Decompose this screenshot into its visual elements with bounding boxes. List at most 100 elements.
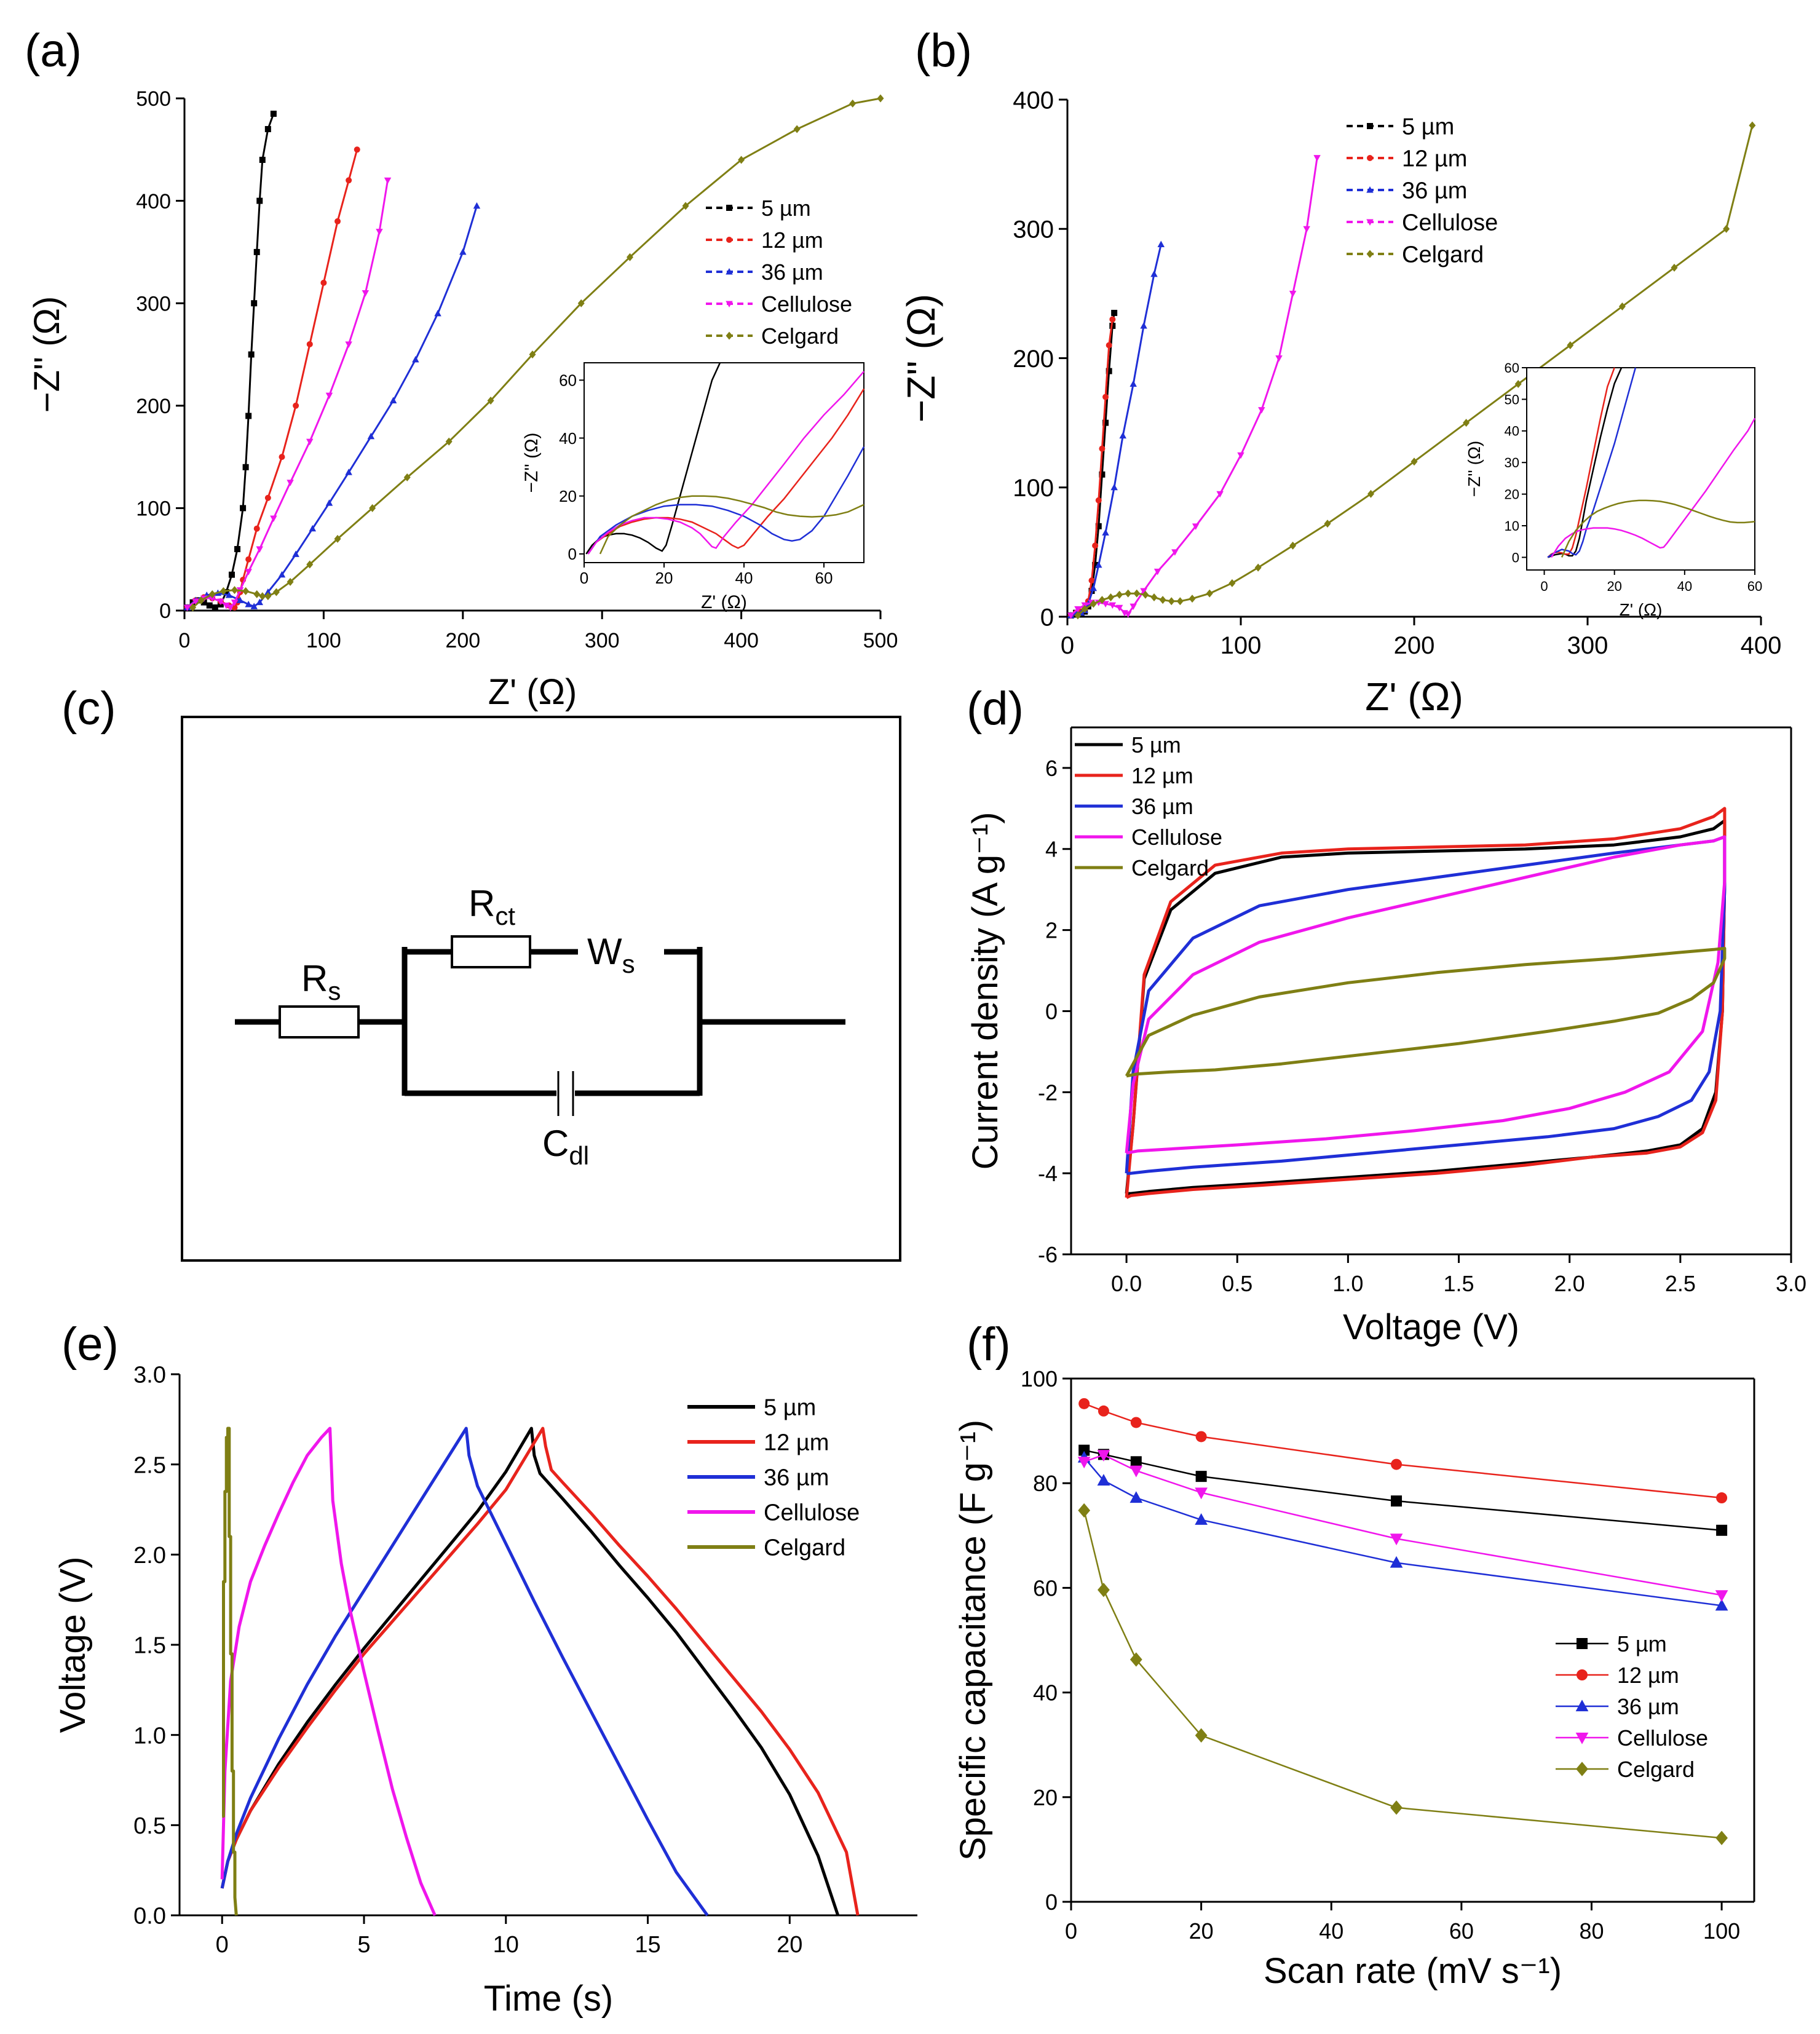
chart-f-series-cellulose-point-4	[1390, 1533, 1403, 1546]
chart-b-series-12-um-point-8	[1099, 445, 1106, 452]
chart-a-series-5-um-point-19	[270, 110, 277, 117]
chart-d-legend-entry-cellulose: Cellulose	[1075, 825, 1222, 850]
chart-f-legend-label-12-um: 12 µm	[1617, 1663, 1679, 1688]
chart-b-series-36-um-point-5	[1090, 584, 1098, 592]
chart-a-legend-label-5-um: 5 µm	[761, 196, 811, 221]
chart-b-x-tick-label-1: 100	[1221, 632, 1262, 659]
chart-f-series-36-um-point-1	[1097, 1474, 1110, 1486]
chart-b-series-celgard-point-8	[1142, 590, 1149, 599]
chart-a-series-celgard-point-2	[208, 590, 216, 598]
panel-label-e: (e)	[61, 1318, 119, 1371]
chart-a-series-36-um-point-8	[256, 598, 264, 606]
chart-e-series-celgard	[222, 1427, 238, 1916]
chart-a-series-celgard-point-14	[403, 473, 411, 481]
chart-b-legend-entry-36-um: 36 µm	[1347, 178, 1467, 204]
chart-b-legend-label-cellulose: Cellulose	[1402, 210, 1498, 236]
chart-e-legend-entry-12-um: 12 µm	[687, 1430, 829, 1456]
chart-a-series-celgard-point-23	[849, 99, 857, 108]
chart-a-series-celgard-point-9	[272, 588, 280, 596]
chart-e-legend-label-celgard: Celgard	[764, 1535, 845, 1561]
panel-f: (f) 0 20 40 60 80 100 0 20 40 60 80 100 Scan rate (m…	[953, 1318, 1755, 1991]
chart-b-legend-marker-cellulose	[1366, 219, 1374, 226]
chart-a-series-12-um-point-13	[279, 454, 285, 461]
label-cdl: Cdl	[542, 1123, 589, 1170]
chart-b-series-celgard-point-22	[1514, 380, 1522, 389]
chart-d-series-12-um	[1125, 807, 1727, 1199]
chart-d-legend-entry-12-um: 12 µm	[1075, 763, 1193, 788]
chart-b-series-36-um-point-7	[1102, 529, 1109, 536]
chart-d-y-tick-label-1: -4	[1038, 1161, 1058, 1186]
chart-b-y-tick-label-1: 100	[1013, 475, 1054, 502]
chart-f-y-tick-label-0: 0	[1045, 1890, 1058, 1915]
resistor-rs	[279, 1005, 360, 1039]
chart-a-series-celgard-point-12	[334, 534, 341, 543]
chart-a-series-36-um-point-7	[250, 603, 258, 609]
chart-e-series-5-um	[220, 1427, 840, 1916]
chart-a-series-5-um-point-3	[200, 599, 207, 606]
chart-e-x-tick-label-3: 15	[635, 1932, 660, 1958]
chart-a-series-12-um	[184, 146, 360, 611]
chart-b-series-cellulose-point-9	[1124, 611, 1132, 618]
chart-e-x-tick-label-2: 10	[493, 1932, 519, 1958]
chart-a-series-cellulose-point-11	[270, 515, 277, 523]
chart-b-series-36-um-point-8	[1110, 483, 1118, 491]
chart-b-series-36-um-line	[1070, 244, 1162, 617]
chart-a-series-12-um-point-12	[264, 494, 271, 501]
chart-b-series-celgard-point-3	[1098, 596, 1106, 604]
chart-e-series-cellulose-line	[220, 1427, 437, 1917]
chart-f-series-36-um	[1077, 1450, 1728, 1611]
chart-e-y-tick-label-5: 2.5	[133, 1452, 166, 1478]
chart-a-series-5-um-point-15	[253, 248, 260, 255]
chart-a-inset-series-5-um	[585, 362, 721, 555]
chart-f-series-12-um-point-1	[1098, 1405, 1109, 1417]
panel-c-equivalent-circuit: (c) Rs Rct Ws Cdl	[61, 683, 901, 1262]
chart-f-series-5-um-point-2	[1130, 1456, 1142, 1468]
chart-d-legend-entry-celgard: Celgard	[1075, 855, 1209, 880]
chart-a-legend-entry-cellulose: Cellulose	[706, 291, 852, 317]
chart-f-series-12-um-point-0	[1078, 1398, 1090, 1409]
chart-a-series-cellulose-point-15	[345, 341, 352, 348]
chart-a-series-celgard-point-0	[189, 603, 197, 612]
chart-a-series-36-um-point-15	[367, 432, 375, 440]
chart-b-series-celgard-point-5	[1116, 590, 1123, 599]
panel-label-c: (c)	[61, 683, 116, 735]
chart-a-inset-x-tick-label-3: 60	[815, 569, 833, 587]
chart-d-y-tick-label-0: -6	[1038, 1242, 1058, 1267]
chart-f-series-36-um-point-2	[1130, 1491, 1143, 1503]
chart-f-series-12-um-point-2	[1130, 1417, 1142, 1428]
chart-a-legend-marker-12-um	[726, 237, 732, 243]
chart-a-x-tick-label-5: 500	[863, 629, 898, 652]
chart-a-series-5-um-point-13	[248, 351, 255, 358]
chart-d-y-tick-label-2: -2	[1038, 1080, 1058, 1105]
label-rs-main: R	[301, 958, 328, 999]
chart-e-legend-label-cellulose: Cellulose	[764, 1500, 860, 1526]
chart-a-series-cellulose-point-10	[256, 546, 264, 553]
chart-a-series-5-um-point-4	[206, 602, 213, 609]
chart-a-y-tick-label-3: 300	[136, 292, 171, 315]
chart-f-series-5-um-point-5	[1716, 1524, 1728, 1536]
chart-a-inset-y-tick-label-2: 40	[559, 429, 577, 448]
chart-e-legend-entry-36-um: 36 µm	[687, 1465, 829, 1491]
chart-e-series-36-um	[220, 1427, 709, 1917]
chart-a-series-5-um-point-12	[245, 413, 252, 419]
chart-b-legend-entry-cellulose: Cellulose	[1347, 210, 1498, 236]
label-rct-main: R	[469, 883, 495, 924]
chart-e-legend-label-36-um: 36 µm	[764, 1465, 829, 1491]
chart-a-legend-marker-5-um	[726, 205, 732, 211]
chart-f-y-tick-label-5: 100	[1021, 1366, 1058, 1391]
chart-f-x-label: Scan rate (mV s⁻¹)	[1264, 1951, 1562, 1991]
circuit-wires	[235, 947, 845, 1096]
chart-b-legend-entry-celgard: Celgard	[1347, 242, 1484, 268]
chart-b-series-cellulose-point-1	[1074, 606, 1082, 613]
chart-a-series-36-um-point-4	[225, 592, 233, 598]
chart-a-series-cellulose-line	[186, 180, 389, 609]
chart-a-legend-entry-celgard: Celgard	[706, 323, 839, 349]
chart-a-series-cellulose-point-7	[231, 600, 239, 606]
panel-label-a: (a)	[25, 25, 82, 77]
chart-a-legend-label-36-um: 36 µm	[761, 259, 823, 285]
chart-a-series-cellulose-point-12	[287, 480, 294, 486]
chart-a-y-tick-label-4: 400	[136, 190, 171, 213]
chart-b-legend-marker-celgard	[1366, 250, 1374, 258]
chart-a-series-cellulose-point-1	[192, 598, 199, 606]
